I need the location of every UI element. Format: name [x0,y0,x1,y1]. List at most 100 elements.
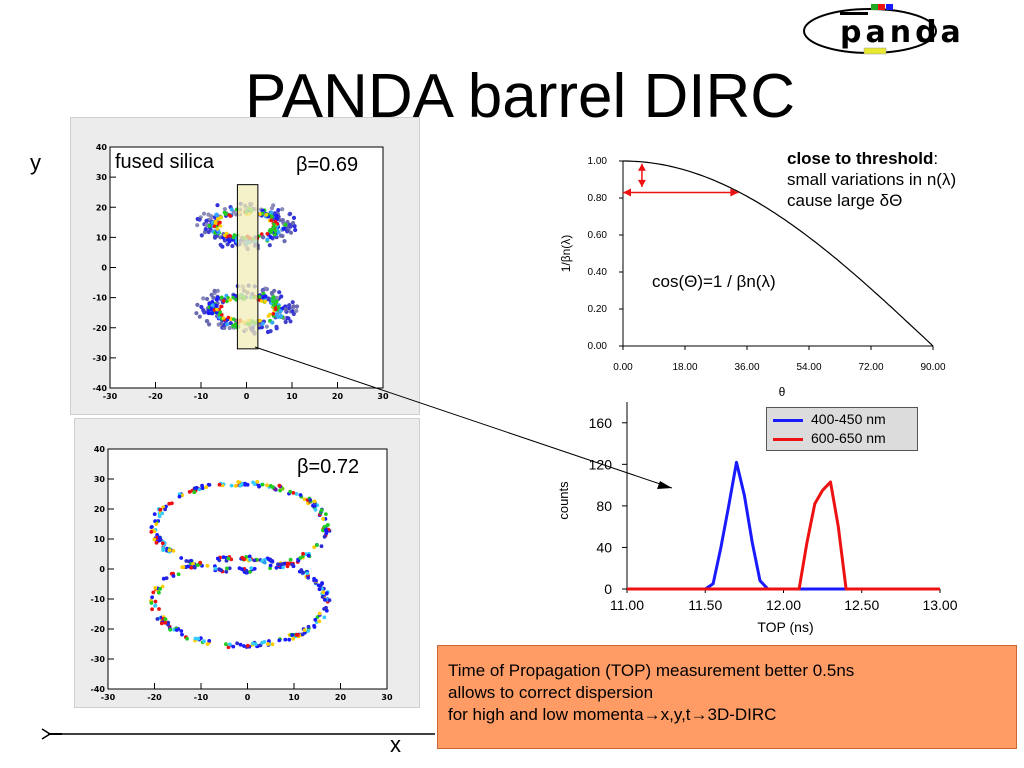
ring-dot [321,528,325,533]
ring-dot [272,225,277,229]
ring-dot [210,220,215,225]
y-tick-label: 0 [604,581,612,597]
ring-plot-top: -30 -20 -10 0 10 20 30 40 30 20 10 0 -10 -20 -30 -40 fu… [70,117,420,415]
x-tick-label: 13.00 [922,597,957,613]
ring-dot [153,604,157,608]
x-tick-label: 12.50 [844,597,879,613]
x-tick-label: -20 [147,693,162,702]
ring-dot [308,498,313,502]
ring-dot [324,605,328,610]
top-box-line3: for high and low momenta→x,y,t→3D-DIRC [448,705,777,724]
y-tick-label: 0.20 [588,304,608,315]
ring-dot [324,512,328,516]
ring-dot [278,218,283,223]
ring-dot [222,207,227,212]
ring-dot [252,566,257,571]
ring-dot [257,295,262,299]
ring-dot [229,207,234,212]
material-label: fused silica [115,151,214,173]
ring-dot [283,222,288,227]
ring-dot [155,617,160,621]
ring-dot [258,212,262,216]
ring-dot [269,290,274,296]
ring-dot [215,556,220,561]
ring-dot [168,627,173,632]
ring-dot [186,564,190,569]
legend-swatch-red [773,437,803,441]
delta-x-arrowhead-left [623,188,631,197]
ring-dot [282,239,287,244]
ring-dot [290,562,295,567]
ring-dot [267,243,272,248]
ring-dot [285,564,290,569]
y-tick-label: 160 [589,415,613,431]
ring-dot [213,566,218,571]
y-tick-label: -10 [91,595,106,604]
highlight-slice [236,184,259,350]
ring-dot [179,556,184,560]
ring-dot [150,607,154,612]
legend-label-red: 600-650 nm [811,430,886,446]
x-tick-label: 0 [244,392,250,401]
ring-dot [151,590,156,595]
ring-dot [233,484,238,488]
x-tick-label: 36.00 [734,362,759,373]
ring-dot [306,624,311,629]
ring-dot [200,486,205,490]
ring-dot [187,490,192,494]
ring-dot [231,644,236,649]
ring-dot [312,623,316,628]
ring-dot [315,543,319,547]
ring-dot [270,320,275,325]
ring-dot [195,223,200,228]
ring-dot [225,566,229,571]
cos-curve [623,160,934,347]
ring-dot [228,234,232,238]
ring-dot [267,639,271,643]
x-tick-label: 18.00 [672,362,697,373]
ring-dot [197,314,202,319]
beta-label-top: β=0.69 [296,154,359,176]
ring-dot [195,563,200,567]
ring-dot [201,296,206,301]
ring-dot [313,617,318,622]
ring-dot [300,632,305,637]
x-direction-arrow [41,728,435,740]
ring-dot [204,218,209,223]
ring-dot [274,324,279,329]
ring-dot [305,571,310,576]
ring-dot [176,572,181,577]
ring-dot [291,215,297,220]
ring-dot [202,639,206,643]
ring-dot [259,299,264,303]
ring-dot [268,563,273,568]
ring-dot [291,636,295,641]
cos-theta-chart: 0.00 18.00 36.00 54.00 72.00 90.00 0.00 0.20 0.4… [559,156,946,399]
ring-dot [192,565,197,570]
ring-dot [261,295,266,299]
y-tick-label: 1.00 [588,156,608,167]
ring-dot [160,584,165,589]
ring-dot [199,233,204,238]
top-chart-legend: 400-450 nm 600-650 nm [766,407,918,451]
ring-dot [272,303,276,308]
ring-dot [160,511,165,516]
ring-dot [306,629,310,633]
ring-dot [197,217,202,222]
ring-dot [212,288,217,293]
ring-dot [163,507,167,512]
ring-dot [152,529,157,534]
ring-dot [242,557,247,562]
ring-dot [272,222,276,226]
ring-dot [231,317,236,321]
ring-dot [154,522,159,526]
ring-dot [301,570,305,575]
ring-dot [227,325,232,331]
ring-dot [285,229,290,234]
ring-dot [322,534,327,539]
ring-dot [294,492,299,496]
ring-dot [171,549,176,553]
ring-dot [260,321,265,326]
panda-logo: panda [803,4,965,55]
logo-text: panda [840,15,965,50]
